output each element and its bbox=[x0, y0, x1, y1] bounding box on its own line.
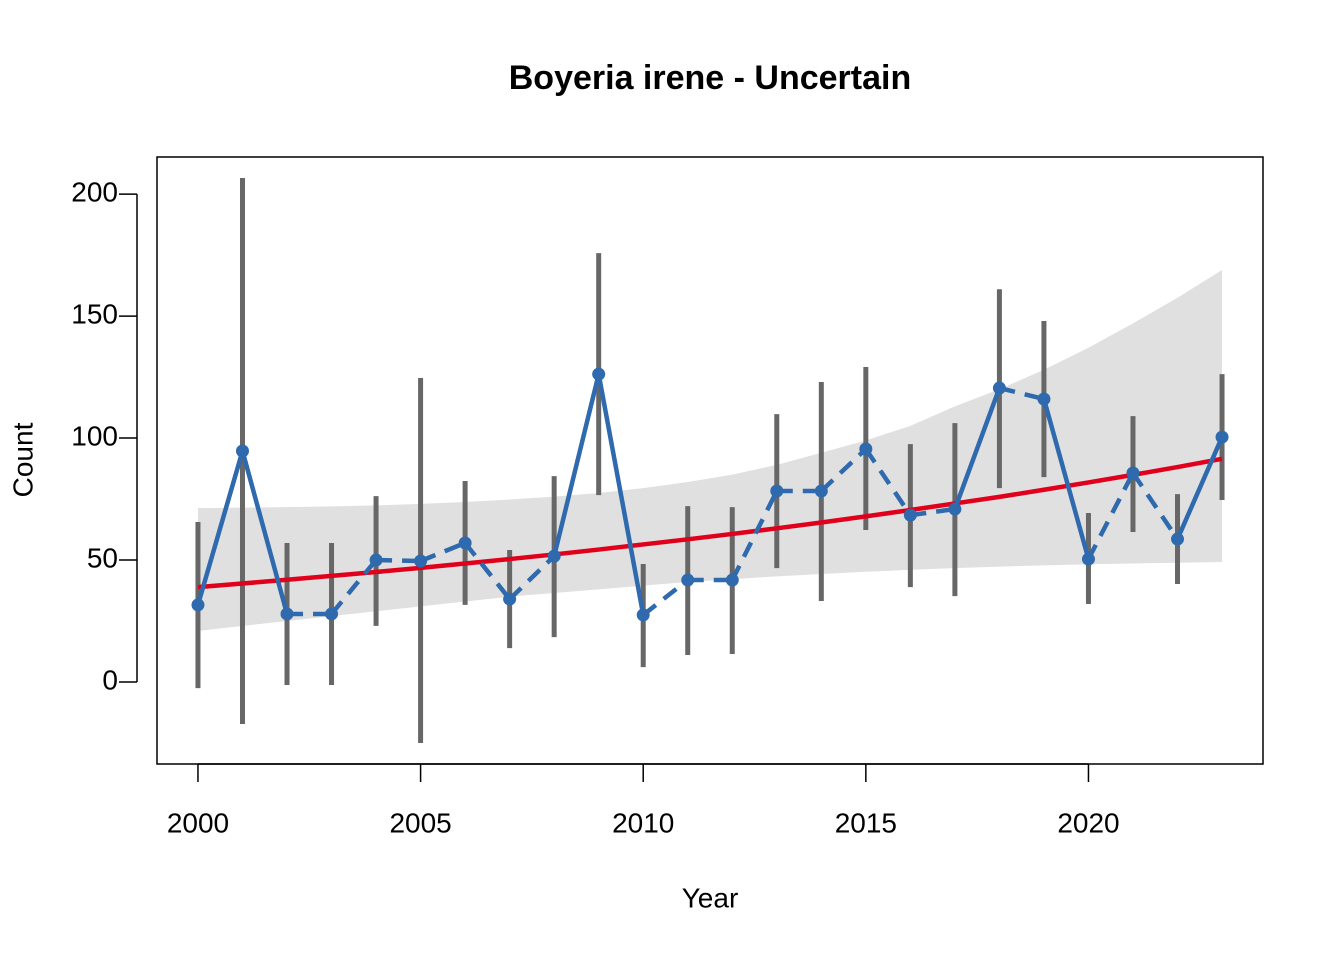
data-point bbox=[770, 484, 784, 498]
data-point bbox=[191, 598, 205, 612]
data-point bbox=[1081, 552, 1095, 566]
data-point bbox=[814, 484, 828, 498]
series-segment bbox=[863, 447, 913, 517]
x-tick-label: 2000 bbox=[167, 807, 229, 838]
y-axis-label: Count bbox=[7, 422, 38, 497]
data-point bbox=[725, 573, 739, 587]
data-point bbox=[547, 549, 561, 563]
data-point bbox=[948, 502, 962, 516]
series-segment bbox=[1175, 436, 1225, 540]
series-segment bbox=[240, 450, 290, 615]
series-segment bbox=[998, 385, 1045, 402]
series-segment bbox=[1131, 471, 1180, 541]
series-segment bbox=[195, 450, 245, 606]
data-point bbox=[903, 508, 917, 522]
y-tick-label: 150 bbox=[71, 298, 118, 329]
confidence-band bbox=[197, 269, 1223, 632]
series-segment bbox=[819, 447, 868, 493]
data-point bbox=[992, 381, 1006, 395]
x-tick-label: 2010 bbox=[612, 807, 674, 838]
series-segment bbox=[596, 373, 646, 616]
data-point bbox=[235, 444, 249, 458]
data-point bbox=[1126, 466, 1140, 480]
data-point bbox=[1171, 532, 1185, 546]
y-tick-label: 50 bbox=[87, 542, 118, 573]
x-tick-label: 2015 bbox=[835, 807, 897, 838]
x-tick-label: 2005 bbox=[389, 807, 451, 838]
data-point bbox=[414, 554, 428, 568]
series-segment bbox=[730, 489, 779, 582]
data-point bbox=[859, 442, 873, 456]
data-point bbox=[458, 536, 472, 550]
chart-title: Boyeria irene - Uncertain bbox=[509, 59, 911, 97]
data-point bbox=[681, 573, 695, 587]
series-segment bbox=[419, 540, 466, 564]
y-tick-label: 100 bbox=[71, 420, 118, 451]
data-point bbox=[503, 592, 517, 606]
data-point bbox=[280, 607, 294, 621]
series-segment bbox=[551, 373, 601, 557]
data-point bbox=[325, 607, 339, 621]
data-point bbox=[1037, 392, 1051, 406]
x-axis-label: Year bbox=[682, 882, 739, 913]
data-point bbox=[592, 367, 606, 381]
series-segment bbox=[641, 578, 690, 617]
trend-line bbox=[197, 456, 1223, 590]
series-segment bbox=[376, 557, 421, 564]
y-tick-label: 0 bbox=[102, 664, 118, 695]
data-point bbox=[636, 608, 650, 622]
series-segment bbox=[329, 558, 378, 616]
x-tick-label: 2020 bbox=[1057, 807, 1119, 838]
series-segment bbox=[463, 541, 512, 601]
series-segment bbox=[508, 554, 556, 601]
data-point bbox=[369, 553, 383, 567]
y-tick-label: 200 bbox=[71, 176, 118, 207]
series-segment bbox=[910, 506, 956, 518]
series-segment bbox=[1086, 471, 1135, 561]
series-segment bbox=[952, 387, 1002, 510]
data-point bbox=[1215, 430, 1229, 444]
series-segment bbox=[1041, 398, 1091, 560]
